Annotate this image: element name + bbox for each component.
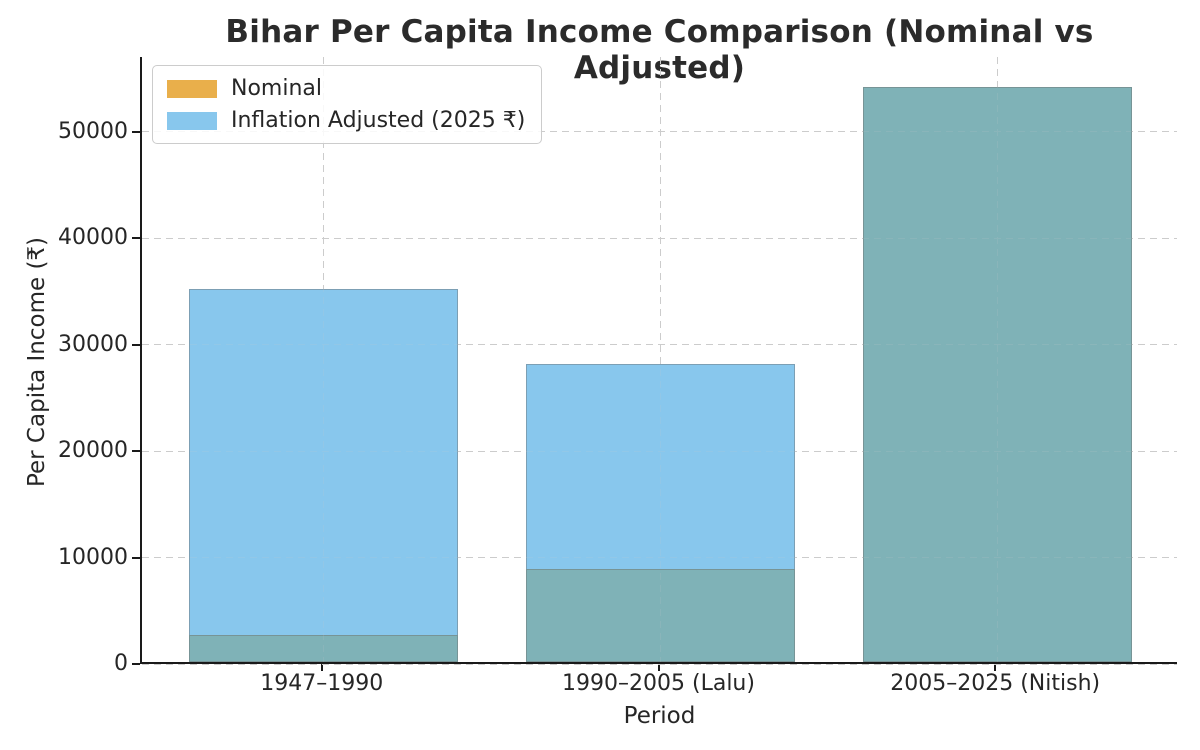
x-tick-label: 1990–2005 (Lalu) bbox=[562, 671, 755, 696]
x-tick-label: 2005–2025 (Nitish) bbox=[890, 671, 1101, 696]
legend-row-nominal: Nominal bbox=[167, 76, 525, 101]
plot-area: Nominal Inflation Adjusted (2025 ₹) bbox=[140, 57, 1177, 665]
y-tick-label: 20000 bbox=[58, 438, 128, 464]
y-tick-label: 10000 bbox=[58, 544, 128, 570]
y-tick-mark bbox=[132, 237, 140, 240]
y-tick-label: 30000 bbox=[58, 331, 128, 357]
bar-nominal bbox=[189, 635, 459, 662]
y-tick-mark bbox=[132, 343, 140, 346]
gridline-h bbox=[142, 344, 1177, 346]
legend-row-adjusted: Inflation Adjusted (2025 ₹) bbox=[167, 108, 525, 133]
chart-title: Bihar Per Capita Income Comparison (Nomi… bbox=[225, 14, 1094, 86]
y-tick-label: 0 bbox=[114, 651, 128, 676]
x-tick-mark bbox=[657, 663, 660, 671]
legend-swatch-adjusted bbox=[167, 111, 217, 130]
x-axis-label: Period bbox=[623, 703, 696, 729]
gridline-h bbox=[142, 237, 1177, 239]
bars-layer bbox=[142, 57, 1177, 662]
bar-nominal bbox=[525, 569, 796, 662]
y-tick-mark bbox=[132, 130, 140, 133]
gridline-h bbox=[142, 663, 1177, 665]
x-tick-mark bbox=[994, 663, 997, 671]
y-tick-mark bbox=[132, 450, 140, 453]
bar-adjusted bbox=[189, 289, 459, 662]
legend: Nominal Inflation Adjusted (2025 ₹) bbox=[152, 65, 543, 144]
x-tick-mark bbox=[320, 663, 323, 671]
y-tick-mark bbox=[132, 556, 140, 559]
legend-label-nominal: Nominal bbox=[231, 76, 322, 101]
y-tick-label: 50000 bbox=[58, 118, 128, 144]
legend-swatch-nominal bbox=[167, 79, 217, 98]
y-tick-label: 40000 bbox=[58, 225, 128, 251]
legend-label-adjusted: Inflation Adjusted (2025 ₹) bbox=[231, 108, 526, 133]
y-tick-mark bbox=[132, 663, 140, 665]
gridline-v bbox=[660, 57, 661, 662]
bar-nominal bbox=[862, 86, 1132, 662]
x-tick-label: 1947–1990 bbox=[260, 671, 384, 696]
gridline-h bbox=[142, 131, 1177, 133]
